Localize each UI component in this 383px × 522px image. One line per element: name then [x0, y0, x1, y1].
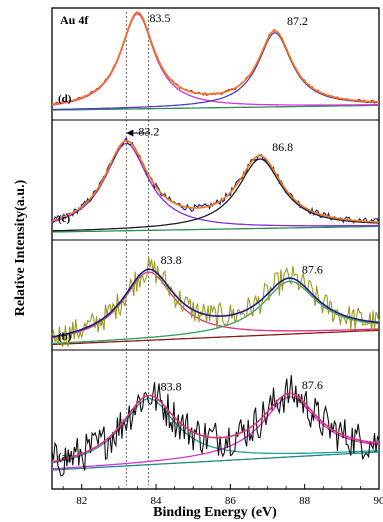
component-peak-line: [51, 271, 380, 339]
x-tick-label: 82: [76, 495, 87, 507]
baseline-line: [52, 225, 379, 233]
peak-value-label: 83.8: [161, 253, 182, 267]
panel-separators: [52, 119, 379, 351]
envelope-fit-line: [51, 139, 380, 223]
component-peak-line: [51, 398, 380, 464]
envelope-fit-line: [51, 268, 380, 338]
baseline-line: [52, 104, 380, 111]
peak-value-label: 86.8: [272, 140, 293, 154]
peak-value-label: 83.2: [138, 124, 159, 138]
x-axis-title: Binding Energy (eV): [153, 505, 277, 520]
panel-c: [51, 136, 380, 233]
panel-label: (c): [58, 213, 71, 225]
peak-value-label: 87.6: [302, 262, 323, 276]
component-peak-line: [51, 13, 379, 106]
envelope-fit-line: [51, 11, 379, 106]
spectrum-curves: [51, 11, 380, 477]
x-tick-label: 84: [151, 495, 163, 507]
baseline-line: [51, 451, 380, 471]
x-tick-label: 86: [225, 495, 237, 507]
component-peak-line: [52, 32, 380, 111]
reference-lines: [125, 12, 150, 485]
peak-value-label: 87.2: [287, 14, 308, 28]
raw-data-line: [51, 256, 380, 348]
x-tick-label: 88: [299, 495, 311, 507]
raw-data-line: [51, 136, 380, 225]
baseline-line: [51, 329, 380, 346]
panel-label: (b): [58, 331, 72, 343]
x-axis-ticks: 82 84 86 88 90: [62, 484, 383, 507]
peak-labels: (d) 83.5 87.2 (c) 83.2 86.8 (b) 83.8 87.6 (a) 83.8…: [58, 11, 323, 463]
peak-value-label: 87.6: [302, 378, 323, 392]
component-peak-line: [51, 396, 380, 470]
plot-frame: [51, 7, 380, 490]
panel-label: (a): [58, 451, 71, 463]
peak-value-label: 83.8: [161, 380, 182, 394]
corner-label: Au 4f: [60, 13, 89, 27]
component-peak-line: [51, 280, 380, 345]
panel-a: [51, 375, 380, 477]
x-tick-label: 90: [374, 495, 383, 507]
component-peak-line: [51, 158, 380, 232]
envelope-fit-line: [51, 392, 380, 463]
peak-value-label: 83.5: [149, 11, 170, 25]
raw-data-line: [51, 11, 380, 106]
y-axis-title: Relative Intensity(a.u.): [13, 179, 28, 316]
panel-label: (d): [58, 93, 72, 105]
raw-data-line: [51, 375, 380, 477]
panel-d: [51, 11, 380, 111]
component-peak-line: [51, 142, 379, 227]
shift-arrow: [126, 129, 149, 137]
panel-b: [51, 256, 380, 348]
